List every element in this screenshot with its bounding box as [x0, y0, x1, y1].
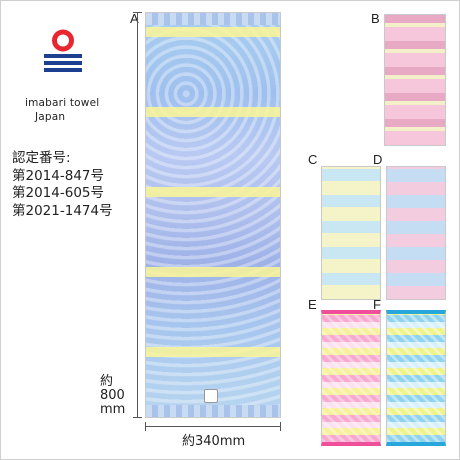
towel-label-tag: [204, 389, 218, 403]
towel-image-c: [321, 166, 381, 300]
towel-image-e: [321, 310, 381, 446]
width-dimension-label: 約340mm: [182, 434, 246, 449]
brand-name-text: imabari towel: [25, 97, 100, 109]
imabari-towel-logo-icon: [44, 29, 82, 72]
brand-name: imabari towel Japan: [25, 97, 99, 123]
towel-image-a: [145, 12, 281, 418]
height-unit: mm: [100, 402, 126, 417]
variant-label-f: F: [373, 297, 381, 312]
towel-border-bottom: [146, 405, 280, 417]
height-dimension-line: [133, 12, 142, 418]
height-dimension-label: 約 800 mm: [100, 375, 125, 417]
width-dimension-line: [145, 422, 281, 431]
height-prefix: 約: [100, 374, 114, 389]
brand-region: Japan: [35, 111, 66, 123]
towel-image-b: [384, 14, 446, 146]
certification-block: 認定番号: 第2014-847号 第2014-605号 第2021-1474号: [12, 150, 113, 220]
certification-heading: 認定番号:: [12, 150, 71, 166]
variant-label-d: D: [373, 152, 383, 167]
towel-image-d: [386, 166, 446, 300]
towel-border-top: [146, 13, 280, 25]
certification-number: 第2014-605号: [12, 185, 104, 201]
variant-label-a: A: [130, 11, 139, 26]
towel-image-f: [386, 310, 446, 446]
variant-label-c: C: [308, 152, 318, 167]
height-value: 800: [100, 388, 125, 403]
variant-label-e: E: [308, 297, 317, 312]
certification-number: 第2021-1474号: [12, 202, 113, 219]
certification-number: 第2014-847号: [12, 167, 104, 184]
variant-label-b: B: [371, 11, 380, 26]
